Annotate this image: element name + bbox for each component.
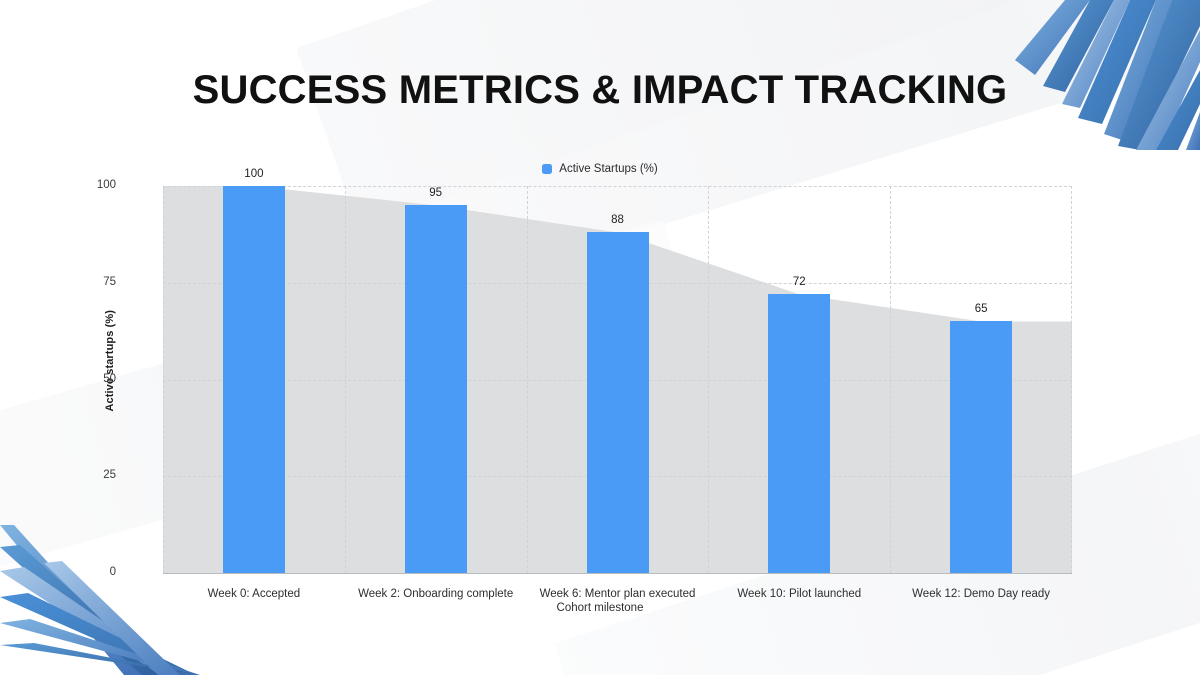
x-axis-title: Cohort milestone xyxy=(556,602,644,614)
gridline-vertical xyxy=(163,186,164,573)
y-axis-tick-label: 0 xyxy=(109,566,116,578)
y-axis-title: Active startups (%) xyxy=(104,310,116,412)
y-axis-tick-label: 75 xyxy=(103,275,116,288)
legend-swatch-icon xyxy=(542,164,553,174)
bar-value-label: 88 xyxy=(611,214,624,227)
bar-value-label: 95 xyxy=(429,187,443,200)
gridline-vertical xyxy=(526,186,528,573)
gridline-vertical xyxy=(1071,186,1072,573)
x-axis-tick-label: Week 0: Accepted xyxy=(207,588,301,600)
gridline-vertical xyxy=(344,186,346,573)
bar[interactable] xyxy=(768,294,831,573)
x-axis-tick-label: Week 12: Demo Day ready xyxy=(912,588,1051,600)
x-axis-baseline xyxy=(163,573,1072,574)
plot-area: 100 95 88 72 65 xyxy=(163,168,1072,573)
bar[interactable] xyxy=(222,186,285,573)
bar-value-label: 72 xyxy=(792,276,806,289)
y-axis-tick-label: 25 xyxy=(103,469,116,482)
gridline-vertical xyxy=(708,186,710,573)
x-axis-tick-label: Week 6: Mentor plan executed xyxy=(539,588,696,600)
bar[interactable] xyxy=(950,321,1013,573)
bar-value-label: 100 xyxy=(244,168,264,180)
gridline-horizontal xyxy=(163,186,1072,187)
bar-value-label: 65 xyxy=(974,303,988,316)
chart-legend: Active Startups (%) xyxy=(0,163,1200,175)
bar[interactable] xyxy=(586,232,649,573)
y-axis-tick-label: 100 xyxy=(96,179,116,191)
bar[interactable] xyxy=(404,205,467,573)
x-axis-tick-label: Week 2: Onboarding complete xyxy=(358,588,514,600)
page-title: SUCCESS METRICS & IMPACT TRACKING xyxy=(192,68,1008,112)
legend-label: Active Startups (%) xyxy=(559,163,658,175)
x-axis-tick-label: Week 10: Pilot launched xyxy=(737,588,862,600)
y-axis-tick-label: 50 xyxy=(103,372,116,385)
gridline-vertical xyxy=(890,186,892,573)
